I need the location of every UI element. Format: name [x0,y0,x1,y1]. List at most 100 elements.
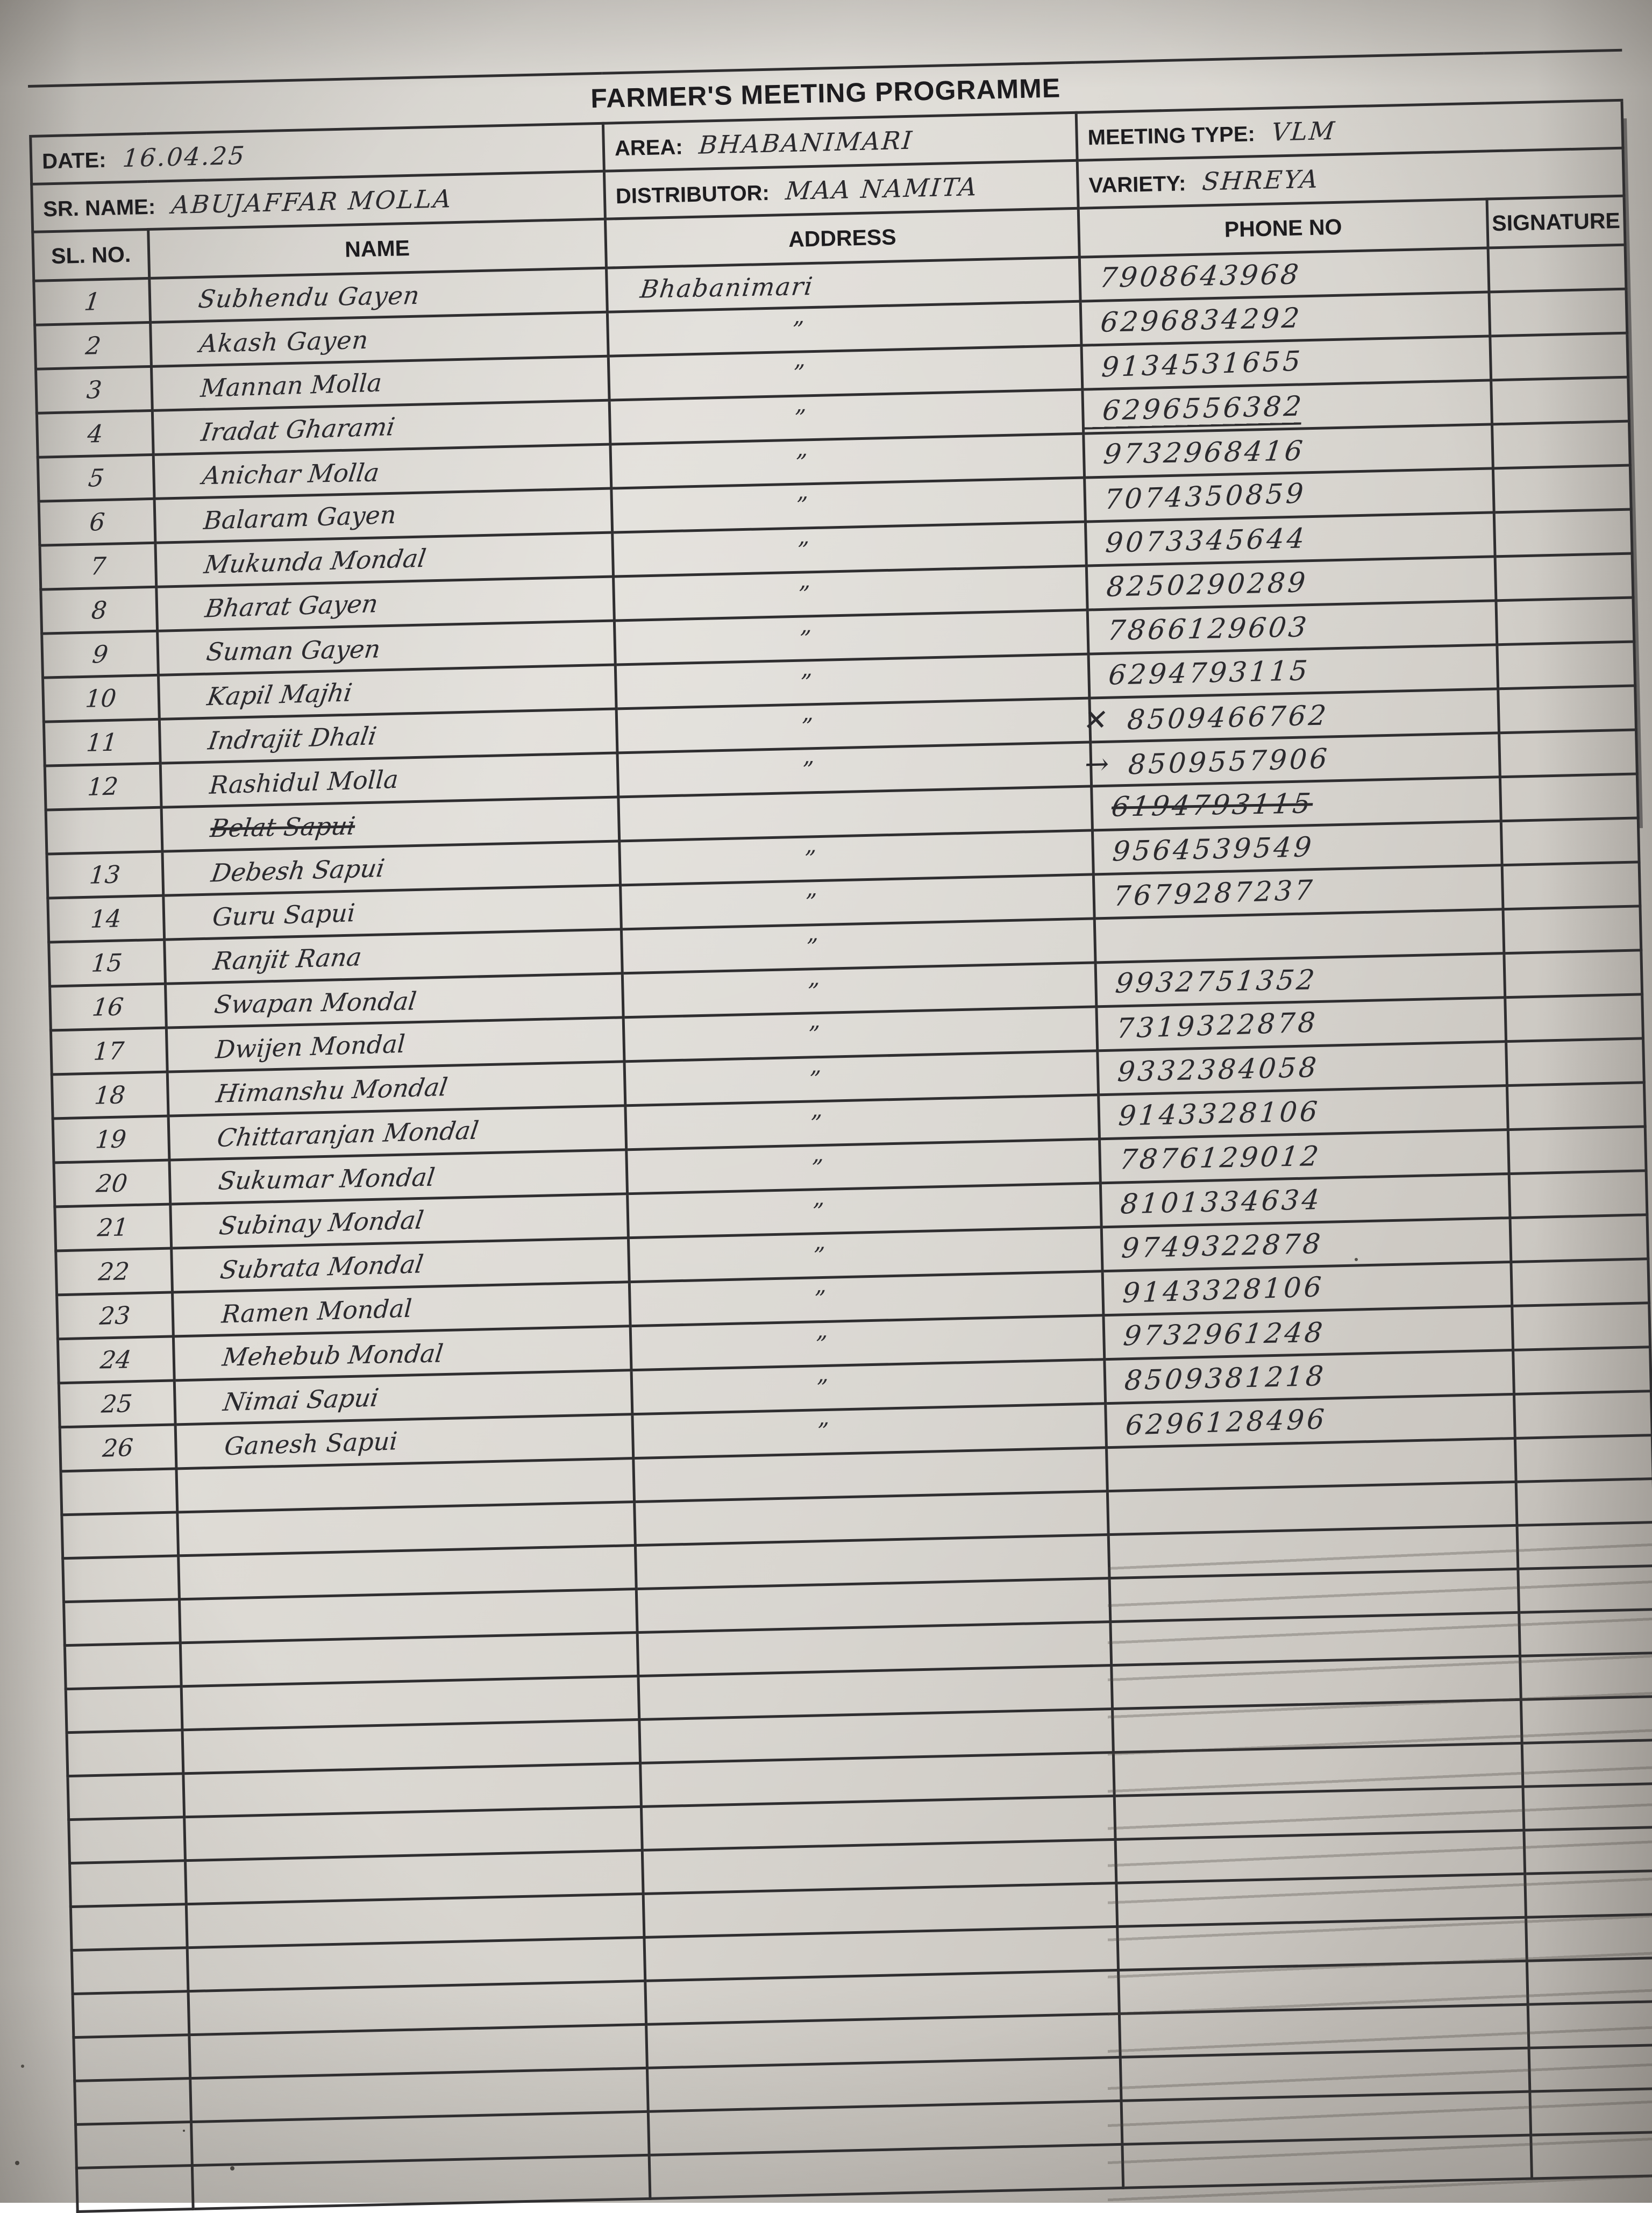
phone-cell [1122,2135,1532,2188]
farmer-name: Balaram Gayen [155,500,397,536]
sl-no-cell [64,1599,181,1646]
farmer-name: Mehebub Mondal [174,1339,445,1372]
farmer-name: Himanshu Mondal [167,1072,449,1109]
farmer-name: Swapan Mondal [166,986,418,1020]
signature-cell [1530,2088,1652,2135]
date-value: 16.04.25 [122,141,247,173]
address-ditto-mark: ” [622,889,817,921]
phone-number: 9564539549 [1093,831,1315,868]
phone-number: 6296834292 [1081,302,1303,339]
address-ditto-mark: ” [613,492,808,524]
sl-no-cell: 10 [43,675,160,722]
sl-no: 21 [96,1213,130,1242]
sl-no-cell: 6 [39,499,155,545]
signature-cell [1510,1215,1648,1262]
phone-number: 7908643968 [1079,259,1302,294]
sl-no: 20 [95,1169,130,1198]
address-ditto-mark: ” [618,757,814,789]
phone-number: 7074350859 [1085,478,1307,516]
farmer-name: Nimai Sapui [174,1383,380,1418]
signature-cell [1497,642,1635,689]
farmer-name: Ramen Mondal [173,1293,412,1330]
farmer-name: Ganesh Sapui [176,1426,398,1462]
farmer-name: Mukunda Mondal [155,543,428,580]
sl-no-cell: 22 [56,1248,173,1295]
distributor-label: DISTRIBUTOR: [606,181,770,209]
signature-cell [1523,1783,1652,1830]
signature-cell [1490,333,1628,380]
farmer-name: Indrajit Dhali [159,721,379,757]
sl-no: 9 [90,640,109,669]
phone-number: 7876129012 [1099,1141,1322,1176]
signature-cell [1516,1479,1652,1526]
sl-no: 6 [89,508,106,537]
signature-cell [1489,289,1627,336]
phone-number: 9749322878 [1102,1228,1324,1265]
address-ditto-mark: ” [615,625,812,655]
sl-no: 4 [86,419,104,449]
col-phone-no: PHONE NO [1078,199,1488,257]
sl-no-cell: 1 [34,278,151,325]
sl-no-cell [76,2122,193,2168]
signature-cell [1509,1171,1647,1218]
address-ditto-mark: ” [622,934,818,964]
signature-cell [1525,1870,1652,1917]
sr-name-value: ABUJAFFAR MOLLA [170,184,454,219]
phone-number: 6296556382 [1083,390,1305,427]
sl-no-cell: 15 [49,940,166,986]
sl-no-cell [76,2166,193,2212]
sl-no-cell: 19 [53,1116,169,1163]
sl-no-cell [70,1861,187,1907]
sl-no: 11 [86,728,119,757]
phone-number: 8101334634 [1101,1184,1323,1221]
phone-number: 9332384058 [1098,1052,1320,1088]
signature-cell [1528,2001,1652,2048]
address-ditto-mark: ” [610,404,806,435]
x-mark: ✕ [1082,703,1110,737]
variety-value: SHREYA [1201,165,1321,196]
sl-no-cell: 21 [55,1204,172,1251]
signature-cell [1504,950,1642,998]
phone-number: 7679287237 [1094,874,1316,913]
phone-number: 9143328106 [1103,1271,1325,1310]
phone-number: 9143328106 [1099,1096,1321,1133]
signature-cell [1527,1958,1652,2004]
signature-cell [1520,1653,1652,1700]
address-ditto-mark: ” [633,1418,829,1450]
address-ditto-mark: ” [626,1155,824,1184]
signature-cell [1505,994,1643,1042]
signature-cell [1494,509,1632,557]
phone-number: 9732968416 [1084,435,1307,471]
farmer-name: Suman Gayen [158,634,382,667]
sl-no-cell: 18 [52,1072,168,1119]
farmer-name: Subrata Mondal [171,1249,425,1286]
farmer-name: Subinay Mondal [170,1205,425,1242]
signature-cell [1519,1610,1652,1656]
distributor-value: MAA NAMITA [785,172,980,205]
signature-cell [1524,1827,1652,1874]
sl-no: 23 [99,1301,131,1330]
signature-cell [1512,1303,1650,1350]
farmer-name: Belat Sapui [161,811,357,843]
sl-no-cell: 4 [37,410,153,457]
sl-no-cell: 24 [58,1336,174,1383]
address-ditto-mark: ” [613,537,809,567]
sl-no-cell: 5 [38,454,154,501]
address-ditto-mark: ” [608,316,804,347]
sl-no: 25 [101,1389,134,1418]
signature-cell [1522,1740,1652,1787]
sl-no-cell: 20 [54,1160,170,1207]
signature-cell [1511,1259,1649,1306]
meeting-type-label: MEETING TYPE: [1078,122,1255,150]
sl-no: 1 [83,287,102,316]
address-ditto-mark: ” [632,1375,828,1405]
phone-number: 6194793115 [1092,788,1315,823]
sl-no: 14 [90,904,122,934]
address-ditto-mark: ” [630,1285,826,1318]
address-ditto-mark: ” [625,1066,821,1097]
farmer-name: Subhendu Gayen [149,280,422,314]
address-ditto-mark: ” [623,978,820,1008]
address-ditto-mark: ” [629,1242,825,1273]
farmer-name: Guru Sapui [165,898,356,933]
